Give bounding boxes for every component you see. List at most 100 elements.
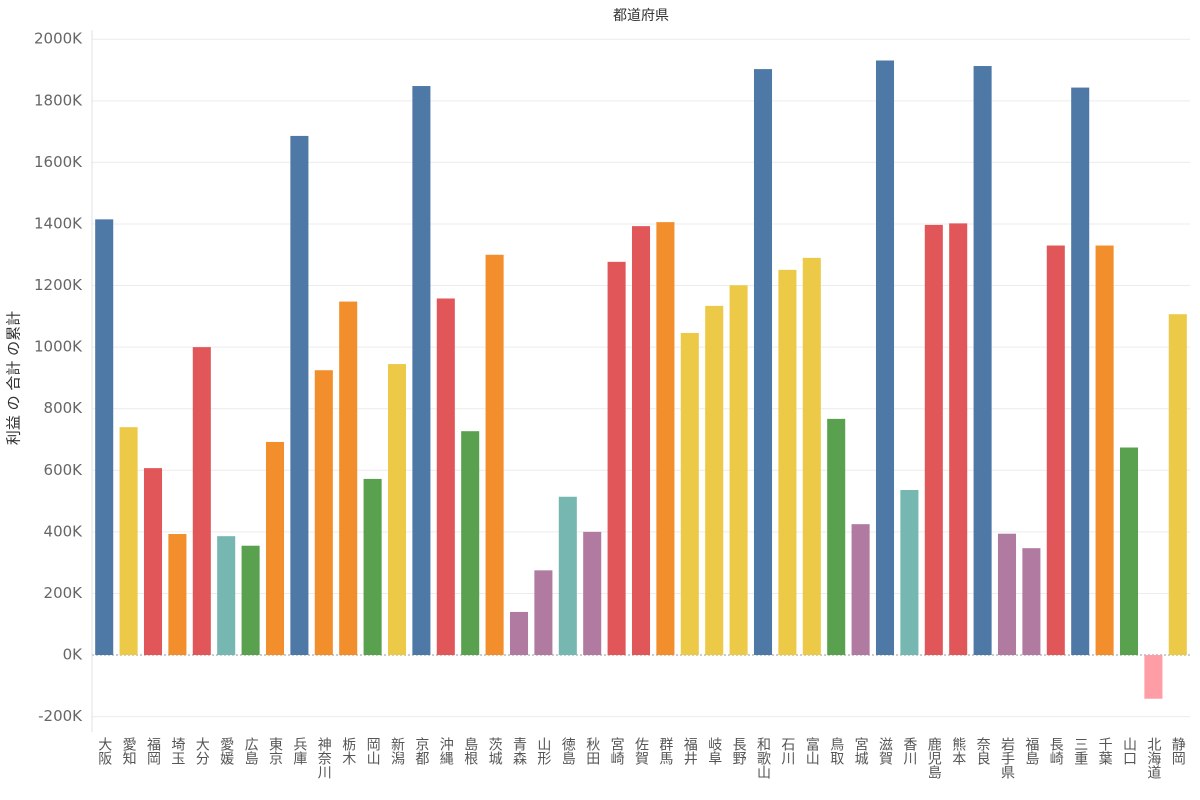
bar[interactable]	[997, 533, 1017, 656]
x-tick-label: 和歌山	[755, 737, 771, 779]
x-tick-label: 群馬	[657, 737, 674, 765]
bar[interactable]	[802, 257, 821, 656]
bar[interactable]	[1095, 245, 1114, 656]
x-tick-label: 栃木	[340, 737, 357, 765]
x-tick-label: 兵庫	[291, 737, 308, 765]
x-tick-label: 新潟	[389, 737, 405, 765]
bar[interactable]	[753, 69, 773, 656]
x-tick-label: 岡山	[364, 737, 381, 765]
bar[interactable]	[363, 478, 382, 656]
x-tick-label: 富山	[803, 737, 820, 765]
x-tick-label: 埼玉	[169, 737, 186, 765]
x-tick-label: 山形	[535, 737, 552, 765]
bar[interactable]	[217, 536, 236, 656]
y-tick-label: 200K	[44, 584, 84, 602]
x-tick-label: 北海道	[1145, 737, 1162, 779]
x-tick-label: 山口	[1121, 737, 1137, 765]
bar[interactable]	[1022, 548, 1041, 656]
x-tick-label: 大分	[193, 737, 210, 765]
bar[interactable]	[1046, 245, 1065, 656]
y-axis-label: 利益 の 合計 の累計	[5, 311, 23, 445]
y-tick-label: 1400K	[34, 214, 83, 232]
x-tick-label: 徳島	[559, 737, 576, 765]
x-tick-label: 滋賀	[877, 737, 893, 765]
x-tick-label: 岩手県	[999, 737, 1015, 779]
x-tick-label: 佐賀	[633, 737, 649, 765]
x-tick-label: 香川	[901, 737, 918, 765]
bar[interactable]	[583, 531, 602, 656]
bar[interactable]	[729, 285, 748, 656]
x-tick-label: 愛媛	[218, 737, 235, 765]
x-tick-label: 岐阜	[706, 737, 723, 765]
y-axis-ticks: -200K 0K 200K 400K 600K 800K 1000K 1200K 1400K 16…	[34, 30, 83, 725]
bar[interactable]	[168, 534, 187, 656]
y-tick-label: 600K	[44, 461, 84, 479]
chart-title: 都道府県	[613, 8, 669, 24]
bar[interactable]	[778, 269, 797, 656]
bar[interactable]	[1144, 655, 1163, 699]
bar[interactable]	[436, 298, 455, 656]
y-tick-label: 800K	[44, 399, 84, 417]
bar[interactable]	[485, 254, 504, 656]
bar[interactable]	[241, 545, 260, 656]
x-tick-label: 島根	[462, 737, 479, 765]
bar[interactable]	[509, 611, 529, 656]
bar[interactable]	[1071, 87, 1090, 656]
bar[interactable]	[1168, 314, 1187, 656]
bar[interactable]	[558, 496, 577, 656]
x-tick-label: 大阪	[96, 737, 113, 765]
bar[interactable]	[1119, 447, 1139, 656]
x-tick-label: 千葉	[1096, 737, 1113, 765]
bar[interactable]	[973, 66, 992, 656]
x-tick-label: 愛知	[120, 737, 137, 765]
y-tick-label: -200K	[38, 707, 83, 725]
bar[interactable]	[949, 223, 968, 656]
bar[interactable]	[119, 427, 138, 656]
x-tick-label: 東京	[267, 737, 283, 765]
y-tick-label: 1000K	[34, 338, 83, 356]
x-tick-label: 京都	[413, 737, 430, 765]
bar[interactable]	[656, 222, 675, 656]
bar[interactable]	[534, 570, 553, 656]
x-tick-label: 秋田	[584, 737, 601, 765]
x-tick-label: 宮城	[852, 737, 869, 765]
x-tick-label: 鳥取	[828, 737, 845, 765]
x-tick-label: 沖縄	[437, 737, 454, 765]
bar[interactable]	[827, 418, 846, 656]
bar[interactable]	[680, 332, 699, 656]
bar[interactable]	[875, 60, 895, 656]
y-tick-label: 1800K	[34, 91, 83, 109]
bar[interactable]	[265, 441, 285, 656]
bar[interactable]	[607, 261, 626, 656]
x-tick-label: 宮崎	[608, 737, 625, 765]
bar[interactable]	[95, 219, 114, 656]
x-tick-label: 福井	[681, 737, 698, 765]
bar[interactable]	[143, 468, 163, 656]
bar[interactable]	[339, 301, 358, 656]
bar[interactable]	[924, 224, 943, 656]
x-tick-label: 三重	[1072, 737, 1089, 765]
y-tick-label: 1600K	[34, 153, 83, 171]
x-tick-label: 青森	[511, 737, 527, 765]
bar[interactable]	[412, 86, 431, 656]
y-tick-label: 400K	[44, 522, 84, 540]
bars	[95, 60, 1187, 699]
bar[interactable]	[387, 364, 407, 656]
bar[interactable]	[290, 135, 309, 656]
x-tick-label: 茨城	[486, 737, 503, 765]
bar[interactable]	[705, 305, 724, 656]
y-tick-label: 1200K	[34, 276, 83, 294]
bar[interactable]	[192, 347, 211, 656]
x-tick-label: 鹿児島	[925, 737, 942, 779]
bar[interactable]	[461, 431, 480, 656]
bar[interactable]	[631, 226, 651, 656]
x-tick-label: 石川	[779, 737, 796, 765]
x-tick-label: 福島	[1023, 737, 1040, 765]
bar[interactable]	[900, 489, 919, 656]
bar[interactable]	[851, 524, 870, 656]
bar[interactable]	[314, 370, 333, 656]
x-tick-label: 熊本	[950, 737, 967, 765]
x-tick-label: 長崎	[1047, 737, 1064, 765]
